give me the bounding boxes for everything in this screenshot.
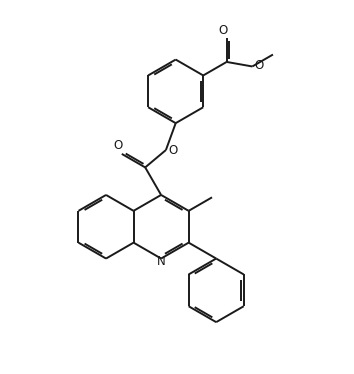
Text: O: O (169, 144, 178, 157)
Text: O: O (113, 139, 122, 152)
Text: N: N (157, 255, 165, 267)
Text: O: O (218, 24, 227, 37)
Text: O: O (255, 59, 264, 72)
